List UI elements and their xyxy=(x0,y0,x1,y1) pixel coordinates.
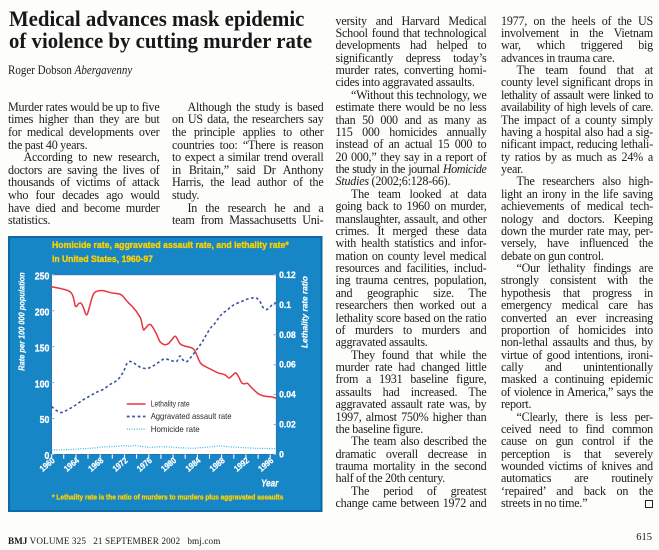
svg-text:Lethality rate ratio: Lethality rate ratio xyxy=(299,276,309,348)
svg-text:250: 250 xyxy=(35,270,50,282)
svg-text:0.12: 0.12 xyxy=(279,269,296,279)
svg-text:0.06: 0.06 xyxy=(279,359,296,369)
svg-text:Homicide rate, aggravated assa: Homicide rate, aggravated assault rate, … xyxy=(52,239,289,249)
svg-text:Homicide rate: Homicide rate xyxy=(151,424,201,433)
svg-text:0.02: 0.02 xyxy=(279,419,296,429)
svg-text:200: 200 xyxy=(35,306,50,318)
svg-text:0: 0 xyxy=(279,449,284,459)
svg-text:150: 150 xyxy=(35,342,50,354)
svg-text:50: 50 xyxy=(40,414,50,426)
svg-text:in United States, 1960-97: in United States, 1960-97 xyxy=(52,253,153,263)
svg-text:Year: Year xyxy=(261,477,279,488)
svg-text:100: 100 xyxy=(35,378,50,390)
svg-text:0.1: 0.1 xyxy=(279,299,291,309)
svg-text:0.08: 0.08 xyxy=(279,329,296,339)
svg-text:Lethality rate: Lethality rate xyxy=(151,399,190,409)
svg-text:Rate per 100 000 population: Rate per 100 000 population xyxy=(17,272,26,371)
svg-text:* Lethality rate is the ratio: * Lethality rate is the ratio of murders… xyxy=(52,494,283,501)
svg-text:0: 0 xyxy=(44,450,49,462)
svg-text:Aggravated assault rate: Aggravated assault rate xyxy=(151,412,232,421)
svg-text:0.04: 0.04 xyxy=(279,389,296,399)
